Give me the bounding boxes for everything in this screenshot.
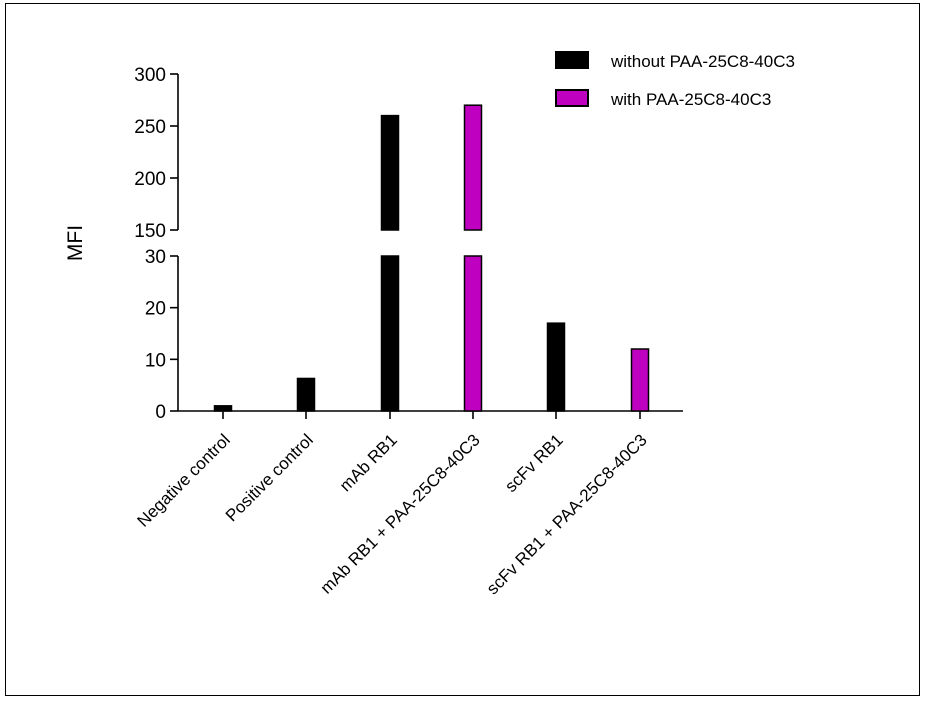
bar [546,322,566,412]
y-tick-label: 0 [155,402,166,423]
x-tick-label: mAb RB1 + PAA-25C8-40C3 [317,430,484,597]
bar [296,377,316,412]
legend-swatch [555,89,589,107]
y-tick-label: 30 [145,247,166,268]
legend-label: without PAA-25C8-40C3 [610,52,795,71]
bar [380,114,400,231]
legend-label: with PAA-25C8-40C3 [610,90,771,109]
y-tick-label: 250 [134,117,166,138]
x-tick-label: scFv RB1 + PAA-25C8-40C3 [483,430,651,598]
x-tick-label: Positive control [222,430,317,525]
y-axis-label-group: MFI [64,225,87,261]
y-axis-label: MFI [64,225,87,261]
y-tick-label: 200 [134,169,166,190]
bar [630,348,650,412]
y-tick-label: 10 [145,350,166,371]
x-tick-label: Negative control [134,430,234,530]
y-tick-label: 300 [134,65,166,86]
bar-lower-segment [380,255,400,412]
y-tick-label: 20 [145,299,166,320]
bars [213,104,650,412]
x-tick-label: mAb RB1 [336,430,401,495]
bar [213,405,233,412]
axes: 0 10 20 30 150 200 250 300 [134,65,683,423]
bar [463,104,483,231]
y-tick-label: 150 [134,221,166,242]
bar-lower-segment [463,255,483,412]
legend-swatch [555,51,589,69]
legend: without PAA-25C8-40C3 with PAA-25C8-40C3 [555,51,795,109]
x-tick-label: scFv RB1 [501,430,567,496]
chart-frame [5,3,920,696]
